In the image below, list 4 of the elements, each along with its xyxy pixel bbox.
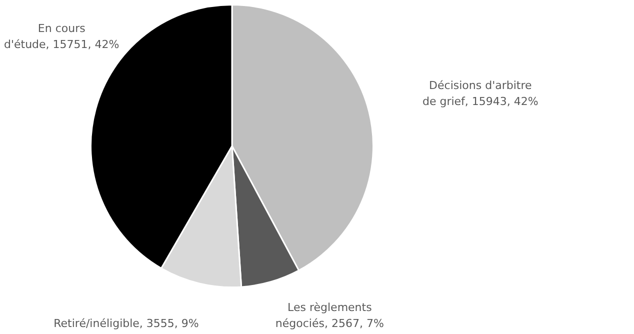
slice-label: Retiré/inéligible, 3555, 9% [54,316,199,330]
slice-label: Les règlements négociés, 2567, 7% [275,300,384,330]
slice-label: En cours d'étude, 15751, 42% [4,22,120,51]
slice-label: Décisions d'arbitre de grief, 15943, 42% [422,79,538,108]
